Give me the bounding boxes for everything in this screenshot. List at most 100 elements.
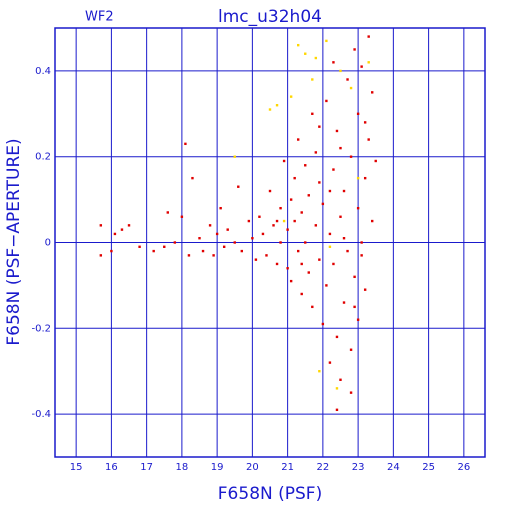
point bbox=[127, 224, 131, 227]
point bbox=[311, 305, 314, 309]
point bbox=[374, 159, 377, 163]
y-tick-label: 0 bbox=[45, 238, 51, 249]
point bbox=[371, 91, 374, 94]
point bbox=[349, 86, 353, 90]
point bbox=[353, 275, 356, 279]
point bbox=[219, 206, 222, 210]
point bbox=[356, 318, 360, 321]
point bbox=[166, 211, 169, 214]
x-axis-label: F658N (PSF) bbox=[218, 484, 322, 504]
point bbox=[318, 370, 321, 373]
x-tick-label: 17 bbox=[140, 462, 153, 473]
point bbox=[282, 159, 286, 163]
point bbox=[307, 271, 310, 274]
point bbox=[314, 56, 318, 60]
point bbox=[339, 146, 342, 150]
point bbox=[349, 391, 353, 394]
point bbox=[328, 361, 332, 364]
point bbox=[349, 348, 353, 351]
point bbox=[258, 215, 261, 218]
point bbox=[254, 258, 258, 261]
point bbox=[187, 254, 191, 257]
point bbox=[353, 305, 356, 309]
point bbox=[335, 408, 339, 412]
point bbox=[233, 155, 236, 158]
point bbox=[363, 176, 367, 180]
point bbox=[311, 112, 314, 115]
point bbox=[240, 249, 244, 253]
point bbox=[356, 176, 360, 180]
x-tick-label: 21 bbox=[281, 462, 294, 473]
y-axis-label: F658N (PSF−APERTURE) bbox=[4, 138, 24, 345]
point bbox=[342, 189, 346, 193]
point bbox=[138, 245, 141, 248]
point bbox=[332, 168, 335, 171]
point bbox=[311, 78, 314, 81]
point bbox=[286, 228, 289, 231]
x-tick-label: 22 bbox=[317, 462, 330, 473]
point bbox=[237, 185, 240, 188]
point bbox=[226, 228, 229, 231]
point bbox=[113, 232, 117, 236]
point bbox=[215, 232, 219, 236]
point bbox=[353, 48, 356, 51]
y-tick-label: -0.2 bbox=[31, 323, 51, 334]
point bbox=[201, 249, 205, 253]
point bbox=[339, 378, 342, 381]
point bbox=[275, 262, 279, 266]
point bbox=[335, 129, 339, 133]
point bbox=[286, 267, 289, 270]
point bbox=[247, 219, 251, 223]
point bbox=[163, 245, 166, 248]
point bbox=[289, 198, 293, 201]
x-tick-label: 25 bbox=[422, 462, 435, 473]
point bbox=[99, 224, 103, 227]
point bbox=[293, 219, 296, 223]
point bbox=[251, 237, 254, 240]
subtitle: WF2 bbox=[85, 10, 114, 25]
point bbox=[342, 237, 346, 240]
point bbox=[275, 219, 279, 223]
point bbox=[304, 164, 307, 167]
point bbox=[339, 215, 342, 218]
point bbox=[332, 262, 335, 266]
point bbox=[321, 202, 325, 206]
point bbox=[265, 254, 268, 257]
point bbox=[318, 181, 321, 184]
point bbox=[360, 241, 363, 244]
point bbox=[367, 35, 370, 38]
point bbox=[268, 189, 272, 193]
point bbox=[120, 228, 124, 231]
point bbox=[346, 78, 349, 81]
point bbox=[222, 245, 226, 248]
point bbox=[360, 254, 363, 257]
x-tick-label: 18 bbox=[176, 462, 189, 473]
point bbox=[328, 245, 332, 248]
point bbox=[180, 215, 184, 218]
point bbox=[339, 69, 342, 73]
x-tick-label: 26 bbox=[457, 462, 470, 473]
point bbox=[233, 241, 236, 244]
point bbox=[300, 292, 303, 296]
point bbox=[99, 254, 103, 257]
point bbox=[318, 258, 321, 261]
x-tick-label: 16 bbox=[105, 462, 118, 473]
point bbox=[325, 99, 328, 103]
point bbox=[335, 335, 339, 339]
point bbox=[346, 249, 349, 253]
point bbox=[367, 61, 370, 64]
point bbox=[296, 249, 300, 253]
point bbox=[289, 95, 293, 98]
point bbox=[321, 322, 325, 326]
y-tick-label: 0.2 bbox=[35, 152, 51, 163]
point bbox=[268, 108, 272, 111]
point bbox=[318, 125, 321, 128]
x-tick-label: 19 bbox=[211, 462, 224, 473]
point bbox=[282, 219, 286, 223]
point bbox=[300, 262, 303, 266]
point bbox=[208, 224, 212, 227]
point bbox=[293, 176, 296, 180]
point bbox=[356, 112, 360, 115]
x-tick-label: 15 bbox=[70, 462, 83, 473]
point bbox=[300, 211, 303, 214]
